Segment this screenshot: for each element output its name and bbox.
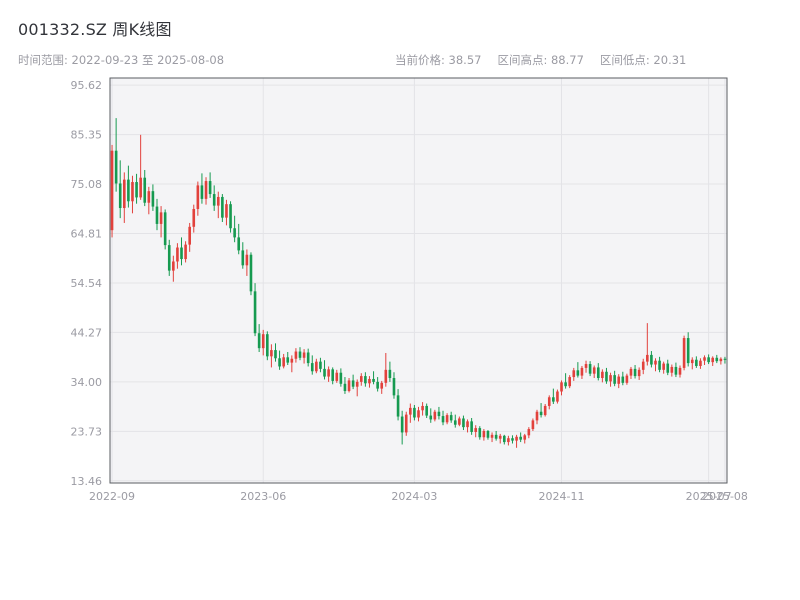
svg-text:85.35: 85.35 [71, 129, 103, 142]
current-price-label: 当前价格: 38.57 [395, 53, 482, 67]
stats-row: 当前价格: 38.57 区间高点: 88.77 区间低点: 20.31 [395, 52, 686, 68]
svg-text:54.54: 54.54 [71, 277, 103, 290]
date-range-label: 时间范围: 2022-09-23 至 2025-08-08 [18, 53, 225, 67]
svg-text:75.08: 75.08 [71, 178, 103, 191]
svg-text:2022-09: 2022-09 [89, 490, 135, 503]
svg-text:2024-03: 2024-03 [391, 490, 437, 503]
svg-text:64.81: 64.81 [71, 227, 103, 240]
svg-text:44.27: 44.27 [71, 326, 103, 339]
svg-text:2024-11: 2024-11 [539, 490, 585, 503]
range-low-label: 区间低点: 20.31 [599, 53, 687, 67]
svg-text:23.73: 23.73 [71, 425, 103, 438]
svg-text:34.00: 34.00 [71, 376, 103, 389]
svg-text:13.46: 13.46 [71, 475, 103, 488]
page-title: 001332.SZ 周K线图 [18, 20, 172, 39]
svg-text:95.62: 95.62 [71, 79, 103, 92]
svg-text:2025-08: 2025-08 [702, 490, 748, 503]
svg-text:2025-07: 2025-07 [686, 490, 732, 503]
range-high-label: 区间高点: 88.77 [497, 53, 584, 67]
svg-text:2023-06: 2023-06 [240, 490, 286, 503]
